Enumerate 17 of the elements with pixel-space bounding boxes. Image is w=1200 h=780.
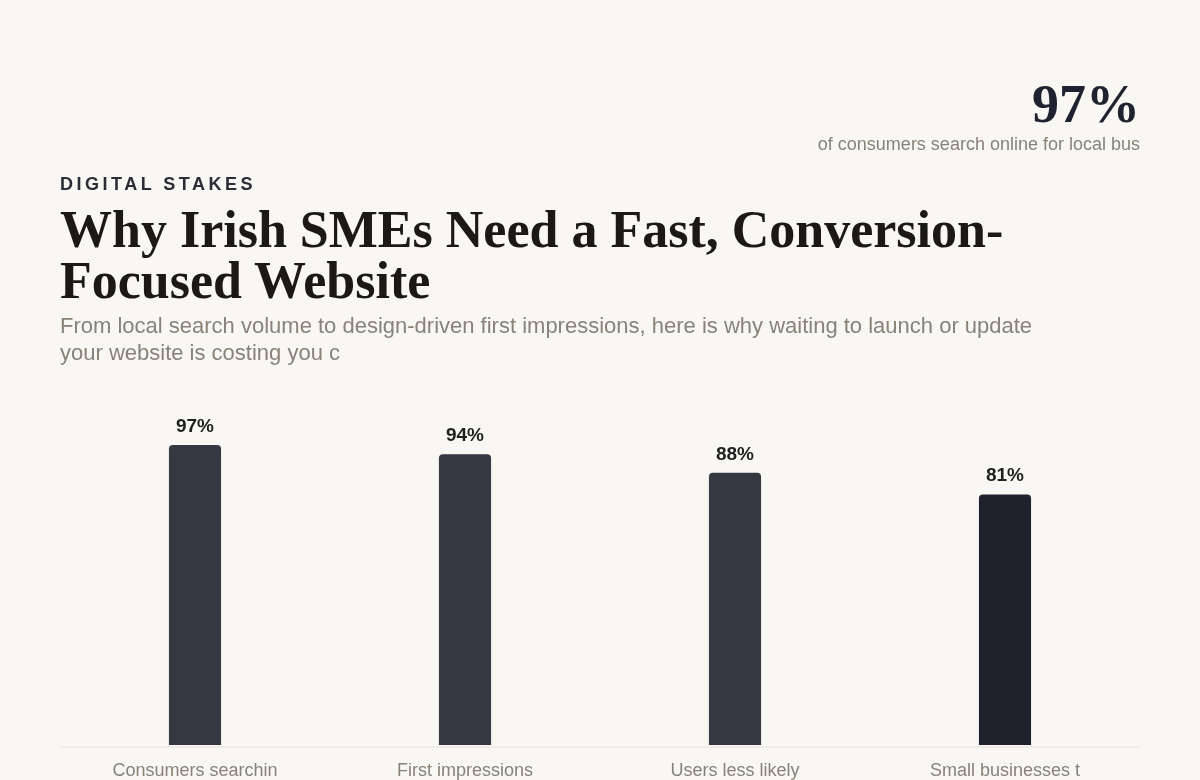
text: of consumers search online for local bus	[817, 134, 1140, 154]
data-label: 88%	[715, 442, 755, 464]
text: DIGITAL STAKES	[60, 174, 257, 194]
data-label: 97%	[175, 415, 215, 436]
x-tick-label: Consumers searchin	[112, 760, 278, 780]
x-tick-label: Users less likely	[670, 760, 800, 780]
data-label: 94%	[445, 424, 485, 446]
chart-title: Why Irish SMEs Need a Fast, Conversion-Focused Website	[60, 201, 1004, 309]
chart-subtitle: From local search volume to design-driven first impressions, here is why waiting to launch or update your website is costing you c	[60, 313, 1033, 365]
bar	[438, 454, 492, 745]
x-tick-label: First impressions	[396, 760, 534, 780]
bar	[168, 445, 222, 745]
x-tick-label: Small businesses t	[929, 760, 1081, 780]
data-label: 81%	[985, 464, 1025, 486]
text: 97%	[1032, 74, 1140, 134]
bar	[708, 472, 762, 745]
bar	[978, 494, 1032, 745]
